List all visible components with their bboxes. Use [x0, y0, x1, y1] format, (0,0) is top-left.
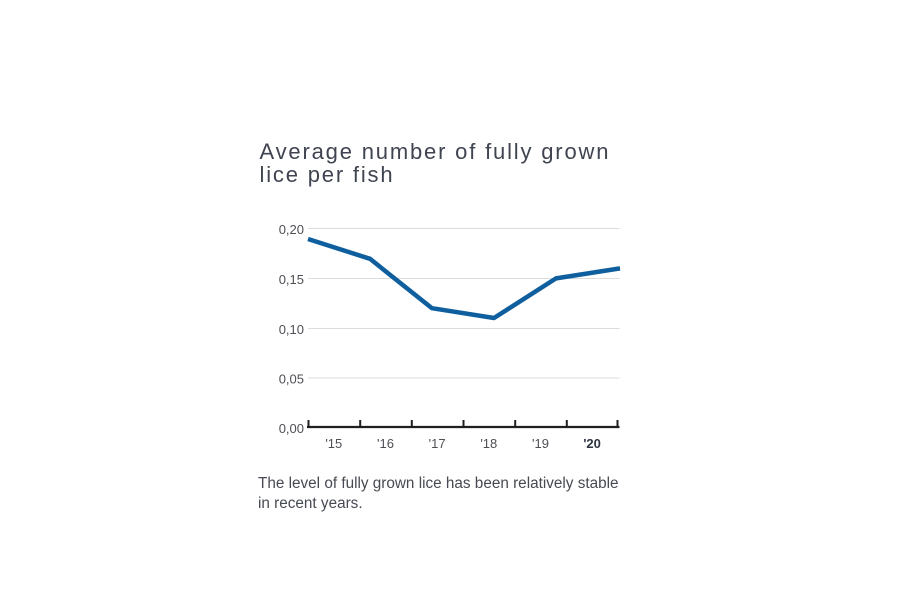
svg-text:'18: '18 — [480, 436, 497, 451]
svg-text:0,20: 0,20 — [279, 222, 304, 237]
svg-text:0,05: 0,05 — [279, 372, 304, 387]
svg-text:0,00: 0,00 — [279, 421, 304, 436]
svg-text:'19: '19 — [532, 436, 549, 451]
svg-text:0,15: 0,15 — [279, 272, 304, 287]
svg-text:0,10: 0,10 — [279, 322, 304, 337]
svg-text:'15: '15 — [325, 436, 342, 451]
svg-text:'20: '20 — [583, 436, 601, 451]
svg-text:'17: '17 — [429, 436, 446, 451]
svg-text:'16: '16 — [377, 436, 394, 451]
